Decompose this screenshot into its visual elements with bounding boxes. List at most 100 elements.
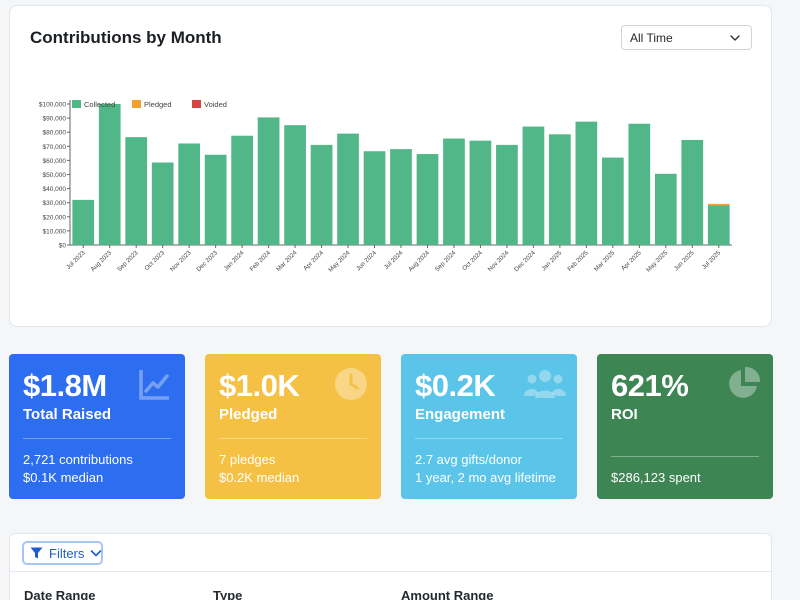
bar-collected xyxy=(125,137,148,245)
stat-label: Pledged xyxy=(219,406,278,423)
x-tick-label: Dec 2023 xyxy=(195,249,219,273)
y-tick-label: $20,000 xyxy=(43,214,67,221)
clock-icon xyxy=(335,368,367,400)
filters-toggle-button[interactable]: Filters xyxy=(22,541,103,565)
chevron-down-icon xyxy=(91,550,102,557)
y-tick-label: $40,000 xyxy=(43,186,67,193)
stat-detail: 2.7 avg gifts/donor xyxy=(415,452,522,467)
x-tick-label: Sep 2023 xyxy=(116,249,140,273)
y-tick-label: $10,000 xyxy=(43,228,67,235)
bar-collected xyxy=(72,199,95,245)
stat-card-pledged: $1.0K Pledged 7 pledges $0.2K median xyxy=(205,354,381,499)
bar-collected xyxy=(443,138,465,245)
bar-collected xyxy=(257,117,280,245)
x-tick-label: Mar 2025 xyxy=(593,249,617,273)
bar-collected xyxy=(522,126,545,245)
stat-detail: $286,123 spent xyxy=(611,470,701,485)
x-tick-label: May 2025 xyxy=(645,249,670,274)
stat-value: $1.8M xyxy=(23,368,107,403)
stat-divider xyxy=(219,438,367,439)
stat-card-total-raised: $1.8M Total Raised 2,721 contributions $… xyxy=(9,354,185,499)
bar-collected xyxy=(284,125,306,245)
x-tick-label: Sep 2024 xyxy=(434,249,458,273)
chart-title: Contributions by Month xyxy=(30,28,222,47)
stat-detail: 2,721 contributions xyxy=(23,452,133,467)
bar-pledged xyxy=(707,203,730,206)
filter-icon xyxy=(30,547,43,559)
stat-value: 621% xyxy=(611,368,689,403)
bar-collected xyxy=(337,133,359,245)
x-tick-label: Aug 2023 xyxy=(89,249,113,273)
legend-swatch xyxy=(132,100,141,108)
bar-collected xyxy=(231,135,253,245)
bar-collected xyxy=(628,123,651,245)
bar-collected xyxy=(601,157,624,245)
bar-collected xyxy=(654,173,677,245)
stat-detail: $0.2K median xyxy=(219,470,300,485)
x-tick-label: Jul 2023 xyxy=(65,249,87,271)
y-tick-label: $60,000 xyxy=(43,158,67,165)
stat-value: $0.2K xyxy=(415,368,496,403)
bar-collected xyxy=(496,144,518,245)
y-tick-label: $30,000 xyxy=(43,200,67,207)
y-tick-label: $100,000 xyxy=(39,102,66,109)
x-tick-label: Aug 2024 xyxy=(407,249,431,273)
stat-detail: $0.1K median xyxy=(23,470,104,485)
bar-collected xyxy=(204,154,227,245)
x-tick-label: Apr 2025 xyxy=(620,249,643,272)
bar-collected xyxy=(575,121,598,245)
x-tick-label: Jun 2025 xyxy=(673,249,696,272)
legend-swatch xyxy=(192,100,201,108)
bar-collected xyxy=(151,162,174,245)
x-tick-label: Feb 2024 xyxy=(249,249,273,273)
x-tick-label: Apr 2024 xyxy=(302,249,325,272)
stat-value: $1.0K xyxy=(219,368,300,403)
legend-label: Collected xyxy=(84,100,115,109)
legend-label: Pledged xyxy=(144,100,172,109)
filters-card: Filters Date Range Type Amount Range xyxy=(9,533,772,600)
stat-label: Engagement xyxy=(415,406,506,423)
y-tick-label: $0 xyxy=(59,243,67,250)
bar-collected xyxy=(363,151,386,245)
filters-divider xyxy=(10,571,771,572)
y-tick-label: $90,000 xyxy=(43,116,67,123)
x-tick-label: Oct 2024 xyxy=(461,249,484,272)
x-tick-label: Nov 2023 xyxy=(169,249,193,273)
stat-card-engagement: $0.2K Engagement 2.7 avg gifts/donor 1 y… xyxy=(401,354,577,499)
bar-collected xyxy=(98,104,121,245)
filter-heading-amount-range: Amount Range xyxy=(401,588,494,600)
users-icon xyxy=(524,370,566,398)
x-tick-label: Feb 2025 xyxy=(566,249,590,273)
stat-divider xyxy=(415,438,563,439)
stat-divider xyxy=(23,438,171,439)
filters-button-label: Filters xyxy=(49,545,85,561)
x-tick-label: Jan 2025 xyxy=(540,249,563,272)
chevron-down-icon xyxy=(730,35,740,41)
chart-card: Contributions by Month All Time $0 $10,00… xyxy=(9,5,772,327)
stat-label: Total Raised xyxy=(23,406,112,423)
bar-collected xyxy=(178,143,201,245)
bar-collected xyxy=(469,140,492,245)
line-chart-icon xyxy=(139,370,169,400)
filter-heading-date-range: Date Range xyxy=(24,588,96,600)
x-tick-label: Nov 2024 xyxy=(487,249,511,273)
y-tick-label: $50,000 xyxy=(43,172,67,179)
contributions-bar-chart: $0 $10,000 $20,000 $30,000 $40,000 $50,000 $60… xyxy=(39,100,732,274)
x-tick-label: Jul 2025 xyxy=(701,249,723,271)
range-select-value: All Time xyxy=(630,31,673,45)
bar-collected xyxy=(390,149,412,245)
x-tick-label: Mar 2024 xyxy=(275,249,299,273)
bar-collected xyxy=(549,134,571,245)
bar-collected xyxy=(707,205,730,245)
x-tick-label: Jun 2024 xyxy=(355,249,378,272)
legend-swatch xyxy=(72,100,81,108)
x-tick-label: May 2024 xyxy=(327,249,352,274)
x-tick-label: Jul 2024 xyxy=(383,249,405,271)
pie-chart-icon xyxy=(729,366,761,398)
stat-label: ROI xyxy=(611,406,638,423)
stat-detail: 7 pledges xyxy=(219,452,276,467)
x-tick-label: Jan 2024 xyxy=(223,249,246,272)
range-select[interactable]: All Time xyxy=(621,25,752,50)
filter-heading-type: Type xyxy=(213,588,243,600)
bar-collected xyxy=(416,154,439,245)
